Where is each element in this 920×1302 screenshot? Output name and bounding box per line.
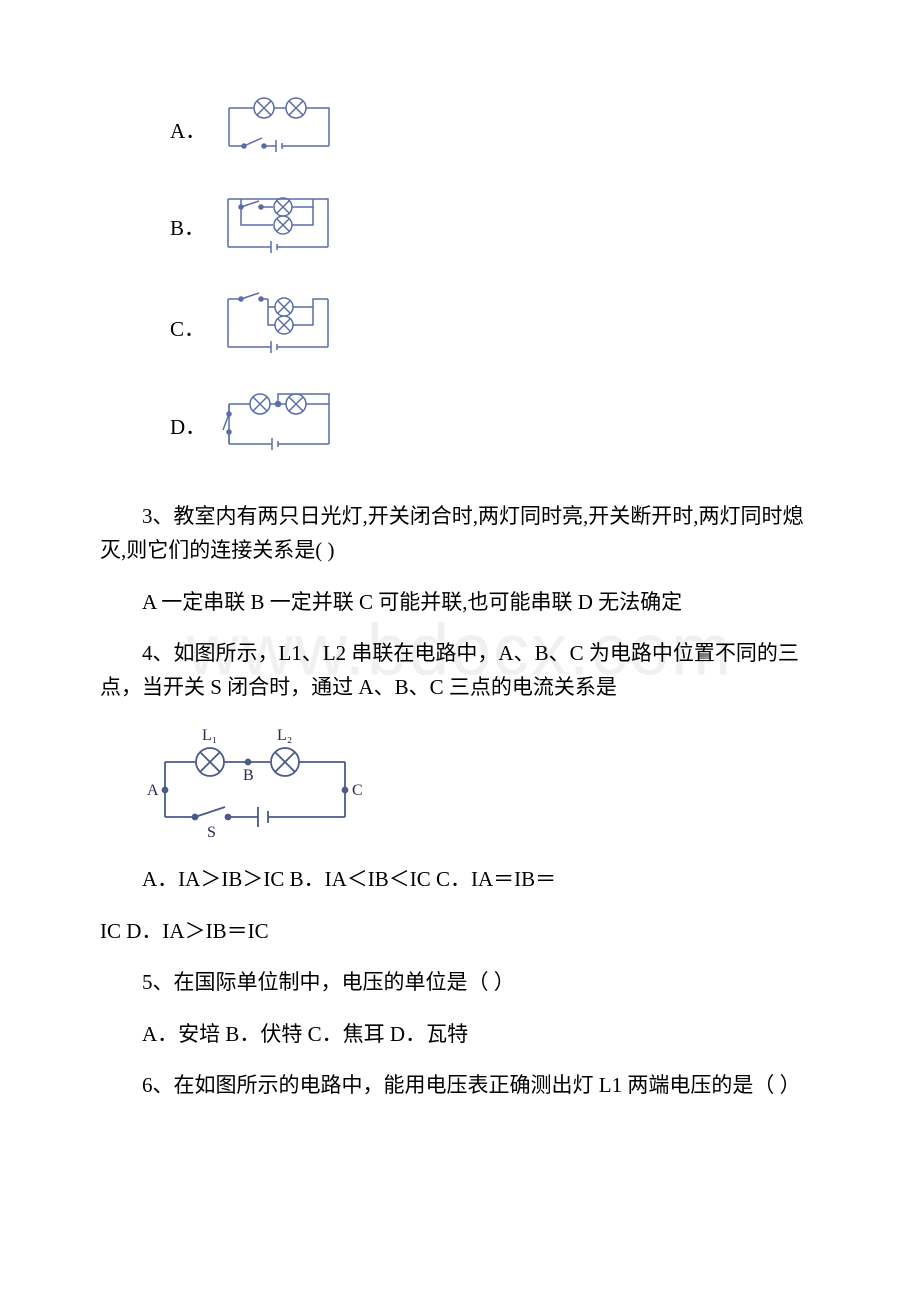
svg-text:L₂: L₂ (277, 727, 292, 744)
q4-diagram: L₁ L₂ A B C S (140, 722, 820, 853)
q5-text: 5、在国际单位制中，电压的单位是（ ） (100, 966, 820, 1000)
circuit-d-icon (214, 386, 344, 471)
option-c-label: C． (170, 313, 205, 347)
option-d-row: D． (170, 386, 820, 471)
svg-text:S: S (207, 824, 216, 841)
q3-answers: A 一定串联 B 一定并联 C 可能并联,也可能串联 D 无法确定 (100, 586, 820, 620)
q4-answers-1: A．IA＞IB＞IC B．IA＜IB＜IC C．IA＝IB＝ (100, 863, 820, 897)
circuit-c-icon (213, 285, 343, 374)
option-a-row: A． (170, 90, 820, 173)
q4-answers-2: IC D．IA＞IB＝IC (100, 915, 820, 949)
q3-text: 3、教室内有两只日光灯,开关闭合时,两灯同时亮,开关断开时,两灯同时熄灭,则它们… (100, 500, 820, 567)
option-a-label: A． (170, 115, 206, 149)
circuit-b-icon (213, 185, 343, 274)
q6-text: 6、在如图所示的电路中，能用电压表正确测出灯 L1 两端电压的是（ ） (100, 1069, 820, 1103)
option-b-row: B． (170, 185, 820, 274)
svg-text:C: C (352, 782, 363, 799)
q5-answers: A．安培 B．伏特 C．焦耳 D．瓦特 (100, 1018, 820, 1052)
svg-text:A: A (147, 782, 159, 799)
q2-options: A． (100, 90, 820, 470)
option-b-label: B． (170, 212, 205, 246)
circuit-a-icon (214, 90, 344, 173)
svg-text:B: B (243, 767, 254, 784)
q4-text: 4、如图所示，L1、L2 串联在电路中，A、B、C 为电路中位置不同的三点，当开… (100, 637, 820, 704)
svg-text:L₁: L₁ (202, 727, 217, 744)
option-c-row: C． (170, 285, 820, 374)
page-content: A． (100, 90, 820, 1103)
option-d-label: D． (170, 411, 206, 445)
